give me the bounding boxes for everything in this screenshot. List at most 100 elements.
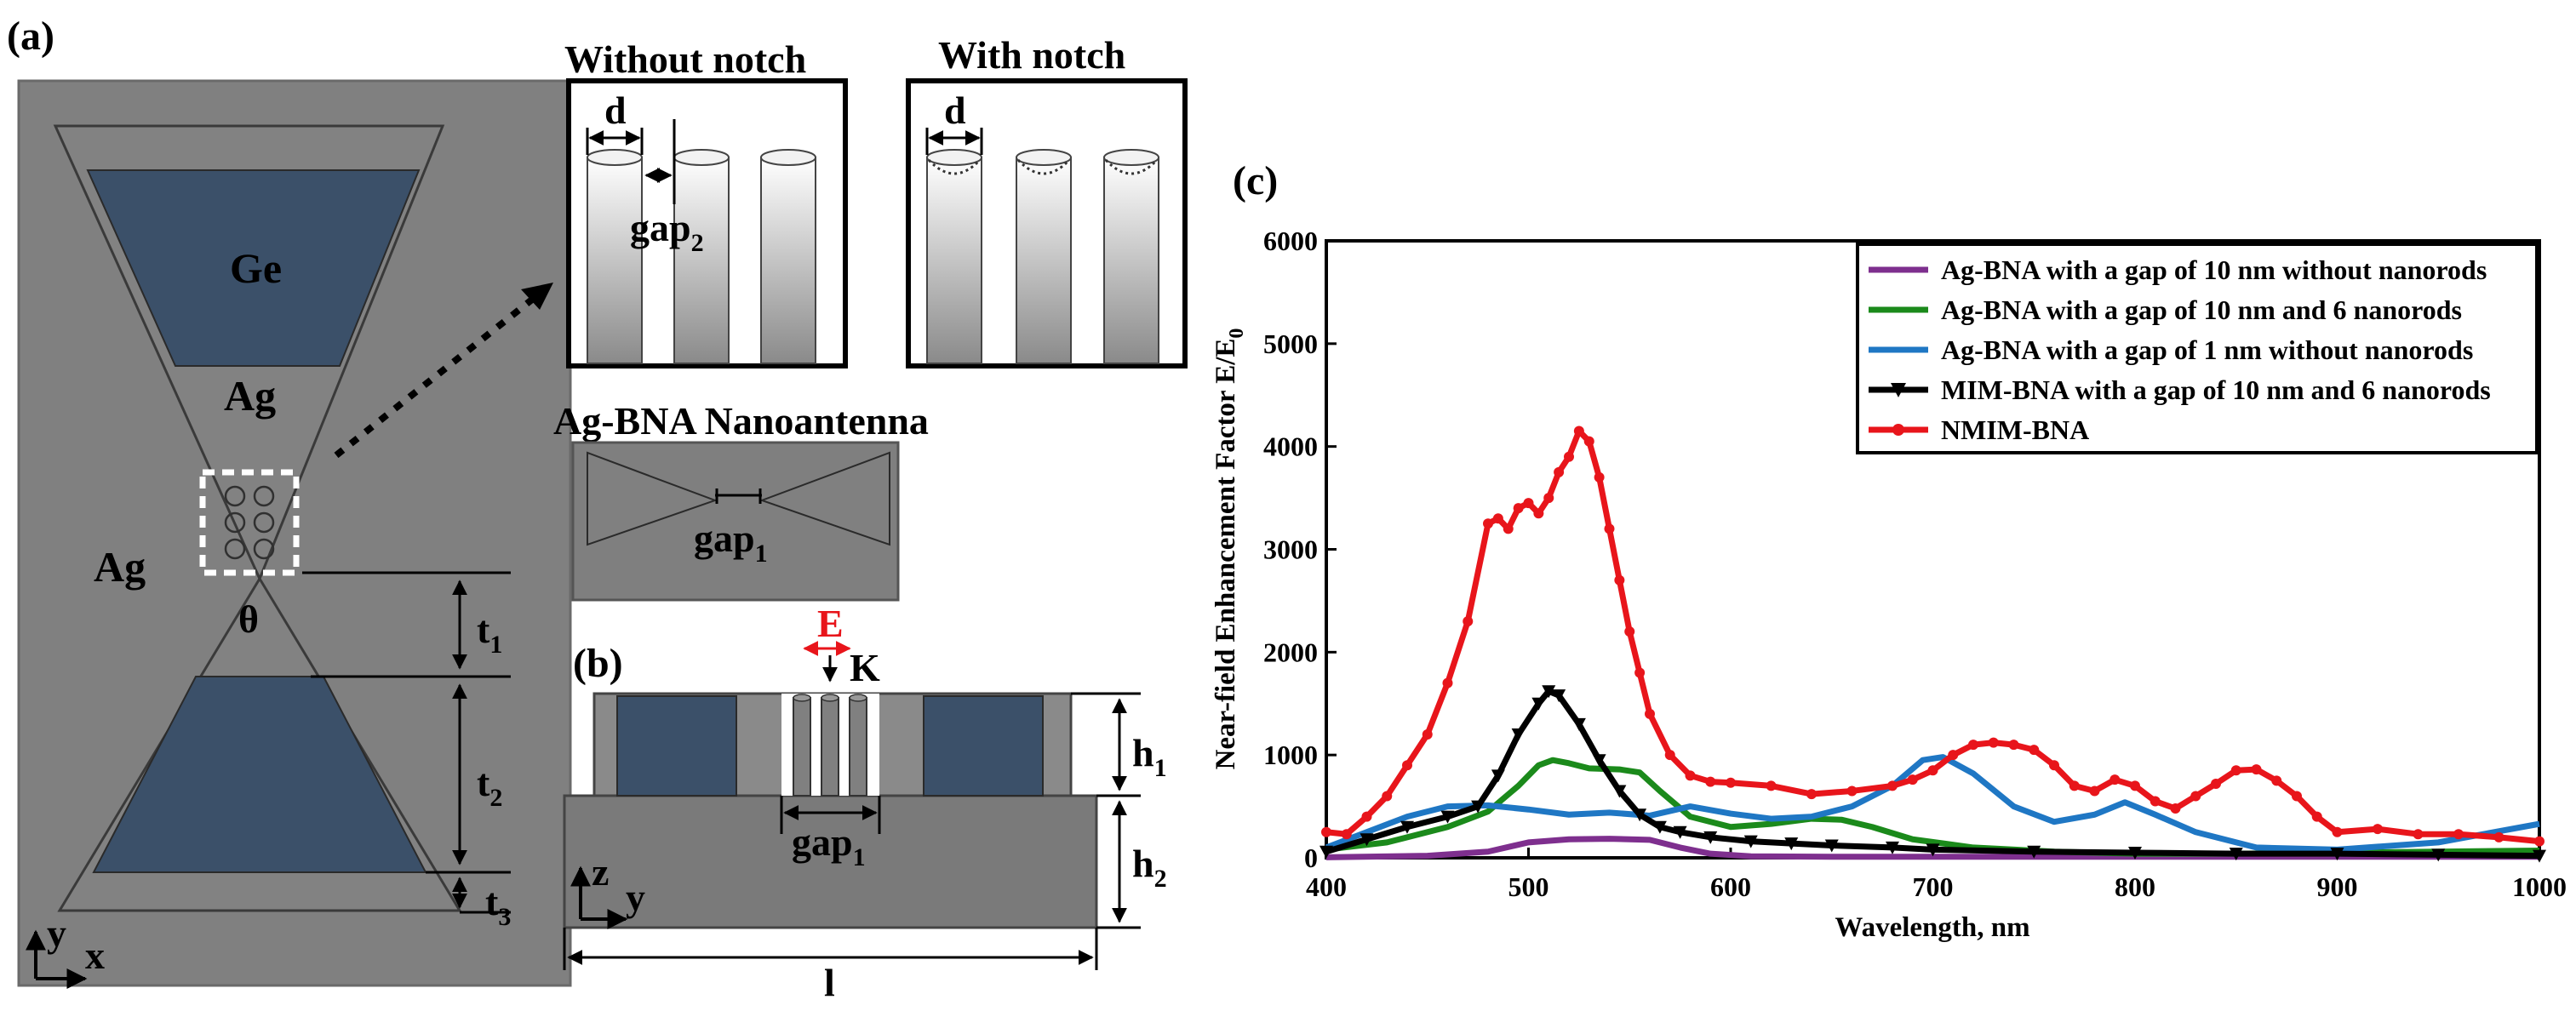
series-point: [2027, 845, 2041, 859]
y-axis-label: Near-field Enhancement Factor E/E0: [1211, 328, 1248, 770]
series-point: [2534, 836, 2545, 847]
series-point: [1705, 776, 1716, 787]
legend-label: NMIM-BNA: [1941, 414, 2089, 445]
series-point: [1907, 774, 1918, 785]
series-point: [1583, 436, 1594, 447]
series-point: [1886, 841, 1899, 854]
series-point: [1382, 791, 1393, 802]
nanoantenna-gap-marker: [715, 488, 762, 504]
series-line: [1325, 836, 2539, 860]
gap2-label: gap2: [630, 206, 704, 257]
series-point: [1652, 820, 1667, 834]
d-label: d: [604, 89, 627, 132]
series-point: [1624, 626, 1635, 637]
panel-b: (b) E K gap1: [563, 602, 1167, 1004]
series-point: [1766, 780, 1777, 791]
panel-b-axis-y-label: y: [626, 876, 645, 919]
series-point: [2251, 764, 2262, 775]
y-tick-label: 0: [1304, 842, 1318, 873]
series-point: [1440, 810, 1455, 824]
x-tick-label: 700: [1913, 871, 1954, 902]
h2-label: h2: [1132, 842, 1167, 893]
panel-b-label: (b): [573, 641, 623, 686]
panel-a: (a) Ge Ag Ag θ t1 t2: [7, 14, 572, 989]
series-point: [1887, 780, 1898, 791]
series-point: [1988, 737, 1999, 748]
series-point: [1503, 523, 1514, 534]
series-3: [1319, 685, 2546, 863]
series-point: [2190, 791, 2201, 802]
x-tick-label: 600: [1710, 871, 1751, 902]
series-point: [1341, 829, 1352, 840]
series-point: [1703, 831, 1718, 844]
series-point: [1571, 717, 1586, 731]
series-point: [1531, 697, 1546, 711]
legend-label: MIM-BNA with a gap of 10 nm and 6 nanoro…: [1941, 374, 2491, 405]
panel-a-label: (a): [7, 14, 54, 59]
series-point: [1360, 833, 1374, 847]
series-point: [1422, 729, 1433, 740]
y-tick-label: 1000: [1263, 740, 1318, 770]
series-point: [2332, 826, 2343, 837]
axis-z-label: z: [592, 850, 609, 894]
series-point: [1594, 471, 1605, 483]
series-point: [1846, 785, 1858, 797]
with-notch-title: With notch: [938, 33, 1125, 77]
series-point: [2109, 774, 2121, 785]
xy-axis-indicator: [26, 929, 88, 989]
with-notch-rods: [926, 149, 1159, 364]
series-point: [2230, 765, 2241, 776]
l-label: l: [824, 961, 835, 1004]
theta-label: θ: [238, 597, 259, 641]
without-notch-rods: [587, 149, 816, 364]
legend-marker: [1891, 383, 1906, 397]
nanorod-circles: [224, 485, 275, 560]
series-point: [1552, 689, 1566, 703]
legend-entry: MIM-BNA with a gap of 10 nm and 6 nanoro…: [1869, 374, 2491, 405]
series-point: [1824, 839, 1839, 853]
right-ge-block: [923, 695, 1044, 797]
series-point: [2311, 811, 2322, 822]
series-point: [1533, 508, 1544, 519]
series-point: [2229, 848, 2243, 861]
legend-entry: Ag-BNA with a gap of 10 nm and 6 nanorod…: [1869, 294, 2462, 325]
series-0: [1325, 836, 2539, 860]
series-point: [1926, 843, 1940, 857]
series-point: [1612, 785, 1627, 798]
panel-b-gap-dimension: [780, 796, 881, 834]
series-point: [1463, 616, 1474, 627]
inset-with-notch: With notch d: [906, 33, 1188, 368]
series-point: [1492, 513, 1503, 524]
y-tick-label: 4000: [1263, 431, 1318, 462]
top-ge-region: [86, 169, 421, 367]
zoom-arrow-head: [521, 283, 553, 310]
series-point: [2049, 760, 2059, 771]
t2-label: t2: [477, 761, 502, 812]
zy-axis-indicator: [570, 865, 628, 929]
e-label: E: [817, 602, 844, 645]
panel-c-chart: (c) 0 1000 2000 3000 4000 5000 6000 400 500 600 7…: [1211, 158, 2567, 943]
series-point: [1784, 837, 1799, 851]
t1-label: t1: [477, 608, 502, 659]
left-ge-block: [616, 695, 737, 797]
series-point: [1806, 789, 1817, 800]
panel-b-gap1-label: gap1: [792, 820, 866, 871]
series-point: [1743, 835, 1758, 848]
series-point: [1471, 800, 1485, 814]
x-tick-label: 800: [2115, 871, 2155, 902]
length-dimension: [563, 928, 1098, 970]
legend-entry: Ag-BNA with a gap of 10 nm without nanor…: [1869, 254, 2487, 285]
series-point: [2453, 829, 2464, 840]
series-point: [1948, 750, 1959, 761]
with-notch-dimensions: [925, 128, 983, 155]
nanoantenna-right-triangle: [759, 451, 890, 546]
h1-label: h1: [1132, 731, 1167, 782]
inset-without-notch: Without notch d gap2: [564, 37, 848, 368]
legend-label: Ag-BNA with a gap of 1 nm without nanoro…: [1941, 334, 2473, 365]
side-nanorods: [793, 694, 867, 797]
series-2: [1325, 754, 2540, 853]
series-point: [1634, 667, 1646, 678]
ag-top-label: Ag: [224, 372, 276, 420]
series-point: [1573, 426, 1584, 437]
